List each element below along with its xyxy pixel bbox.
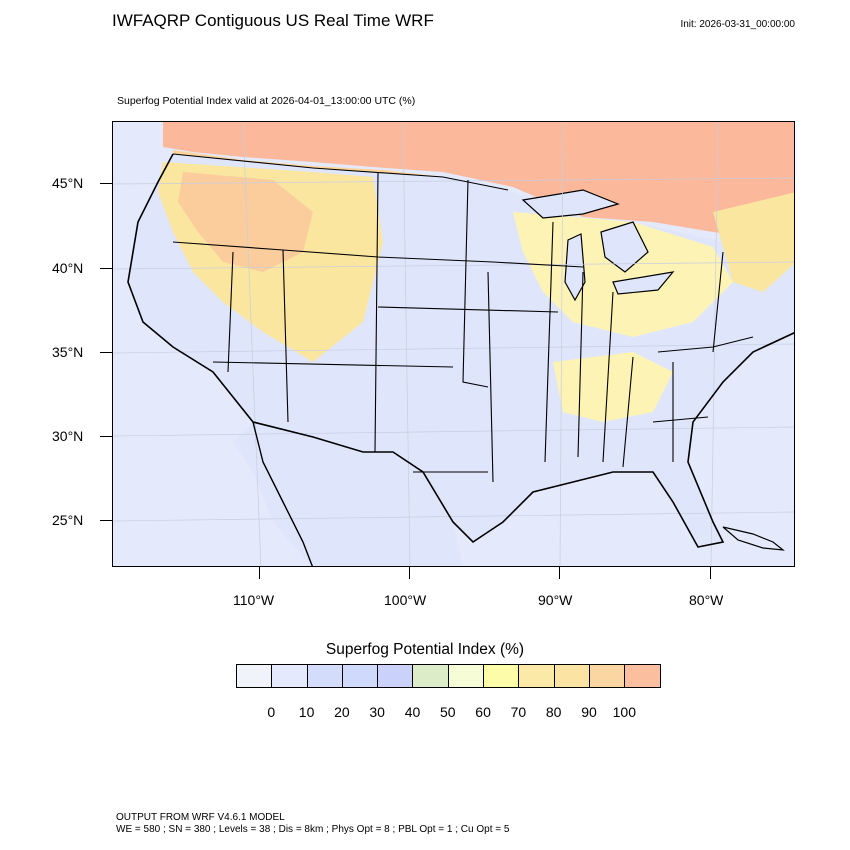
legend-tick-label: 50 [440,704,456,720]
model-info-line-2: WE = 580 ; SN = 380 ; Levels = 38 ; Dis … [116,824,510,835]
coastline [127,153,794,548]
lon-label-80w: 80°W [689,592,724,608]
legend-swatch [341,664,379,688]
lat-label-40n: 40°N [52,260,84,276]
lat-tick [100,436,112,437]
legend-labels: 0 10 20 30 40 50 60 70 80 90 100 [0,704,850,724]
legend-tick-label: 80 [545,704,562,720]
valid-time-subtitle: Superfog Potential Index valid at 2026-0… [117,95,416,107]
lon-label-110w: 110°W [233,592,275,608]
legend-title: Superfog Potential Index (%) [325,641,525,658]
color-legend-bar [236,664,661,688]
lake-huron [600,221,649,273]
legend-tick-label: 40 [404,704,421,720]
lat-tick [100,352,112,353]
legend-tick-label: 90 [581,704,597,720]
model-info-line-1: OUTPUT FROM WRF V4.6.1 MODEL [116,812,285,823]
lat-label-35n: 35°N [52,344,84,360]
legend-tick-label: 20 [334,704,350,720]
lat-label-45n: 45°N [52,175,84,191]
lat-tick [100,183,112,184]
legend-swatch [624,664,661,688]
init-time-label: Init: 2026-03-31_00:00:00 [680,19,795,30]
northwest-high-index-area [178,172,313,272]
baja-california-coast [252,421,313,566]
legend-swatch [377,664,414,688]
lake-superior [521,189,620,219]
lon-label-100w: 100°W [384,592,427,608]
canada-high-index-area [163,122,794,242]
legend-swatch [518,664,555,688]
lon-label-90w: 90°W [538,592,573,608]
plot-title: IWFAQRP Contiguous US Real Time WRF [112,11,434,30]
northeast-elevated-index-area [713,192,794,292]
legend-tick-label: 30 [369,704,385,720]
map-canvas [113,122,794,566]
legend-swatch [271,664,308,688]
lon-tick [559,567,560,579]
legend-swatch [306,664,343,688]
lat-tick [100,520,112,521]
lon-tick [710,567,711,579]
legend-swatch [483,664,520,688]
mexico-land [233,422,463,566]
state-boundaries [172,153,754,483]
legend-swatch [236,664,273,688]
graticule [113,122,794,566]
legend-swatch [412,664,449,688]
legend-tick-label: 10 [298,704,315,720]
southeast-moderate-index-area [553,352,673,422]
lon-tick [259,567,260,579]
legend-swatch [588,664,626,688]
lon-tick [409,567,410,579]
lake-erie [612,271,675,295]
lat-label-30n: 30°N [52,428,84,444]
legend-swatch [447,664,485,688]
lat-label-25n: 25°N [52,512,84,528]
lat-tick [100,268,112,269]
legend-tick-label: 70 [510,704,527,720]
map-panel [112,121,795,567]
legend-tick-label: 100 [612,704,636,720]
legend-tick-label: 60 [475,704,491,720]
legend-tick-label: 0 [267,704,276,720]
legend-swatch [553,664,590,688]
cuba-coast [722,526,785,551]
